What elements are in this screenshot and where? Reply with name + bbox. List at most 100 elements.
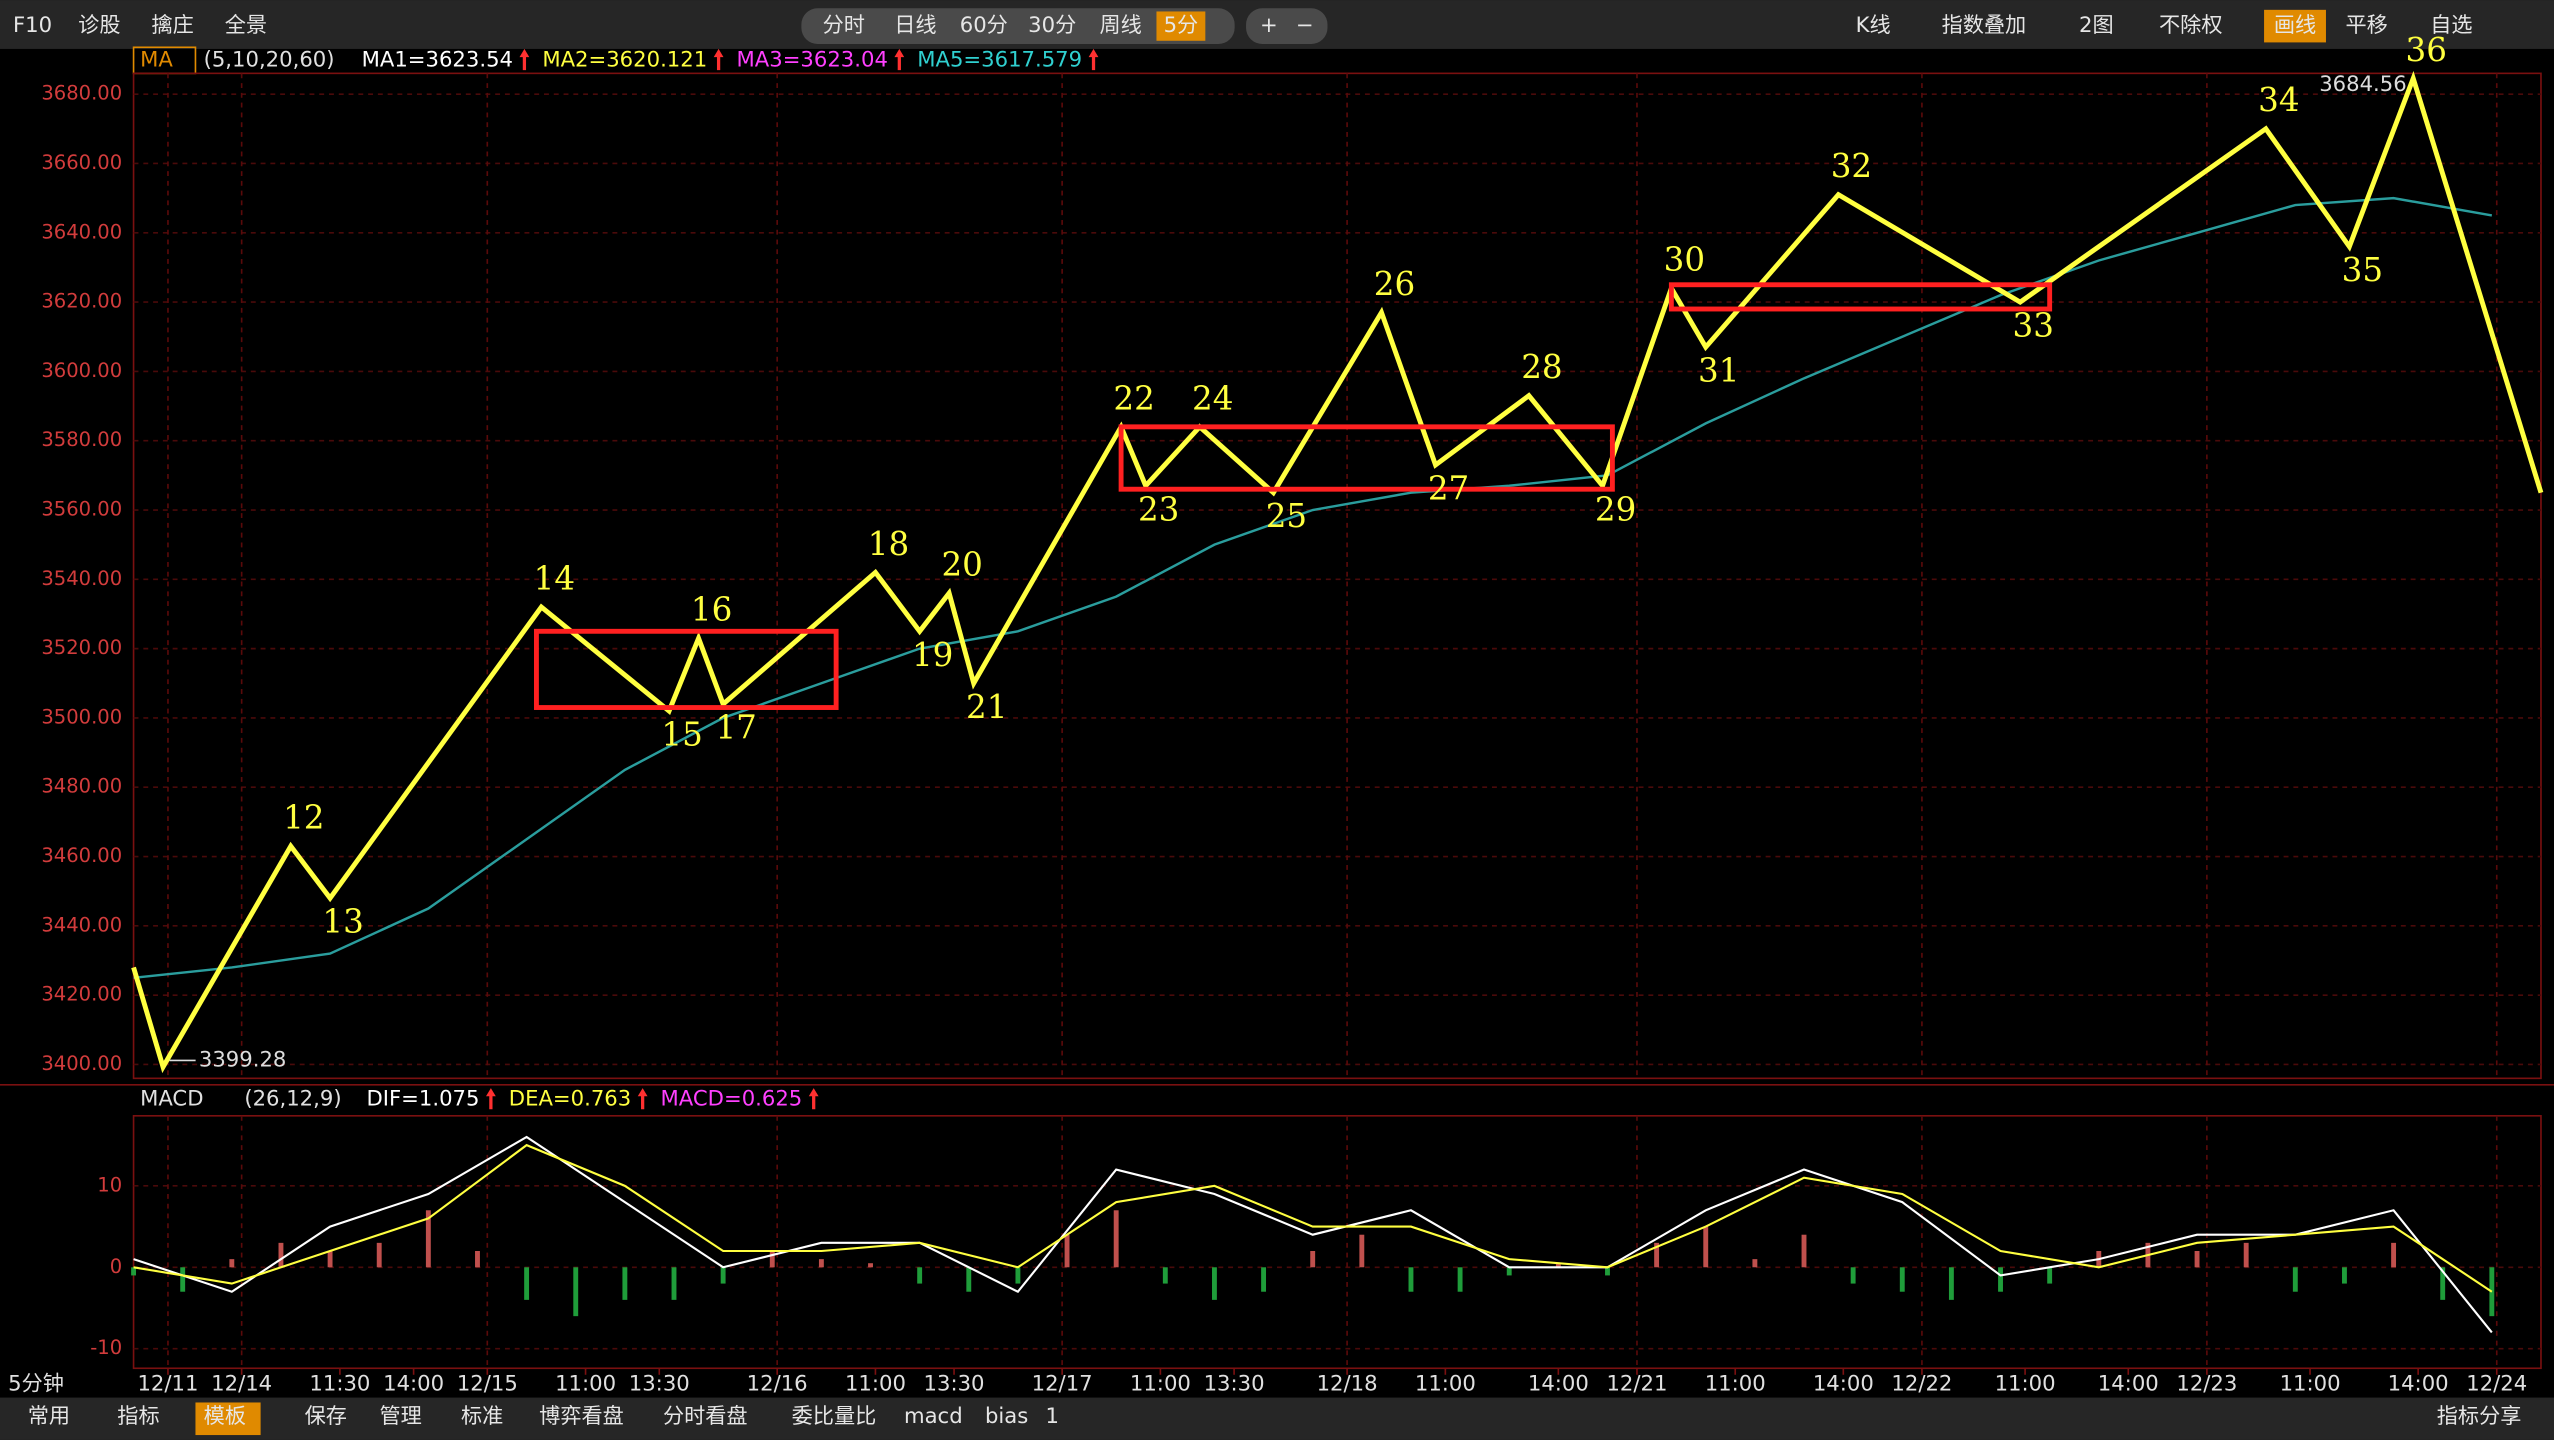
bottom-button[interactable]: 博弈看盘 [539, 1403, 624, 1428]
pivot-label: 25 [1266, 497, 1307, 535]
bottom-button[interactable]: 模板 [204, 1403, 246, 1428]
series-line [133, 1143, 2493, 1293]
pivot-label: 35 [2342, 251, 2383, 289]
active-tool [2264, 9, 2326, 43]
macd-bar [769, 1250, 775, 1268]
toolbar-button[interactable]: 不除权 [2159, 12, 2222, 37]
bottom-button[interactable]: 1 [1045, 1403, 1058, 1428]
pivot-label: 21 [966, 688, 1007, 726]
macd-bar [2047, 1267, 2053, 1284]
macd-bar [1850, 1267, 1856, 1284]
toolbar-button[interactable]: 诊股 [78, 12, 120, 37]
macd-bar [2440, 1267, 2446, 1300]
bottom-button[interactable]: 指标 [117, 1403, 159, 1428]
toolbar-button[interactable]: 平移 [2346, 12, 2388, 37]
macd-bar [425, 1210, 431, 1268]
bottom-button[interactable]: 委比量比 [792, 1403, 877, 1428]
y-tick-label: 3460.00 [41, 844, 122, 867]
macd-bar [1064, 1234, 1070, 1268]
macd-bar [131, 1267, 137, 1276]
toolbar-button[interactable]: 画线 [2274, 12, 2316, 37]
period-button[interactable]: 60分 [960, 12, 1008, 37]
pivot-label: 15 [661, 716, 702, 754]
pivot-label: 22 [1113, 379, 1154, 417]
indicator-name: MA [140, 46, 173, 71]
macd-bar [917, 1267, 923, 1284]
toolbar-button[interactable]: 自选 [2430, 12, 2472, 37]
macd-bar [1113, 1210, 1119, 1268]
bottom-button[interactable]: bias [985, 1403, 1028, 1428]
pivot-label: 29 [1595, 490, 1636, 528]
period-label: 5分钟 [8, 1371, 64, 1396]
macd-bar [868, 1263, 873, 1268]
period-button[interactable]: 5分 [1164, 12, 1199, 37]
toolbar-button[interactable]: F10 [13, 12, 52, 37]
period-button[interactable]: 30分 [1028, 12, 1076, 37]
y-tick-label: 3680.00 [41, 82, 122, 105]
period-group [801, 8, 1235, 45]
macd-bar [671, 1267, 677, 1300]
bottom-button[interactable]: 分时看盘 [663, 1403, 748, 1428]
macd-bar [818, 1259, 824, 1268]
bottom-button[interactable]: 常用 [28, 1403, 70, 1428]
y-tick-label: 3540.00 [41, 567, 122, 590]
pivot-label: 17 [715, 709, 756, 747]
toolbar-button[interactable]: 全景 [225, 12, 267, 37]
period-button[interactable]: 分时 [823, 12, 865, 37]
y-tick-label: 3560.00 [41, 498, 122, 521]
y-tick-label: 3580.00 [41, 428, 122, 451]
legend-item: MACD=0.625 [661, 1086, 803, 1111]
pivot-label: 24 [1192, 379, 1233, 417]
pivot-label: 14 [534, 559, 575, 597]
bottom-button[interactable]: 指标分享 [2437, 1403, 2522, 1428]
macd-bar [1211, 1267, 1217, 1300]
legend-arrow [894, 48, 905, 71]
bottom-button[interactable]: 标准 [461, 1403, 503, 1428]
macd-bar [475, 1250, 480, 1268]
macd-bar [720, 1267, 726, 1284]
price-panel [132, 72, 2542, 1080]
macd-bar [1605, 1267, 1610, 1276]
series-line [133, 1135, 2493, 1334]
macd-bar [2489, 1267, 2495, 1317]
y-tick-label: 3440.00 [41, 913, 122, 936]
y-tick-label: 3480.00 [41, 775, 122, 798]
macd-bar [229, 1259, 235, 1268]
pivot-label: 18 [868, 525, 909, 563]
y-tick-label: 3500.00 [41, 705, 122, 728]
y-tick-label: 3420.00 [41, 983, 122, 1006]
macd-bar [2292, 1267, 2298, 1292]
period-button[interactable]: 日线 [894, 12, 936, 37]
indicator-params: (5,10,20,60) [204, 46, 335, 71]
macd-bar [1261, 1267, 1267, 1292]
macd-bar [966, 1267, 972, 1292]
macd-bar [622, 1267, 628, 1300]
pivot-label: 31 [1698, 352, 1739, 390]
pivot-label: 20 [941, 546, 982, 584]
series-line [131, 70, 2544, 1074]
pivot-label: 30 [1664, 241, 1705, 279]
bottom-button[interactable]: 管理 [380, 1403, 422, 1428]
bottom-button[interactable]: 保存 [305, 1403, 347, 1428]
toolbar-button[interactable]: 指数叠加 [1942, 12, 2027, 37]
zoom-button[interactable]: − [1296, 12, 1314, 37]
bottom-toolbar [0, 1397, 2554, 1440]
macd-name: MACD [140, 1086, 203, 1111]
toolbar-button[interactable]: 擒庄 [151, 12, 193, 37]
period-button[interactable]: 周线 [1099, 12, 1141, 37]
macd-bar [1654, 1242, 1660, 1268]
macd-legend: DIF=1.075 DEA=0.763 MACD=0.625 [366, 1086, 819, 1111]
pivot-label: 16 [691, 591, 732, 629]
zoom-button[interactable]: + [1260, 12, 1278, 37]
macd-bar [1310, 1250, 1316, 1268]
pivot-label: 19 [912, 636, 953, 674]
toolbar-button[interactable]: K线 [1856, 12, 1891, 37]
macd-bar [1948, 1267, 1954, 1300]
macd-bar [1998, 1267, 2003, 1292]
bottom-button[interactable]: macd [904, 1403, 963, 1428]
pivot-label: 34 [2258, 81, 2299, 119]
series-line [133, 196, 2493, 980]
toolbar-button[interactable]: 2图 [2079, 12, 2114, 37]
y-tick-label: -10 [90, 1336, 122, 1359]
